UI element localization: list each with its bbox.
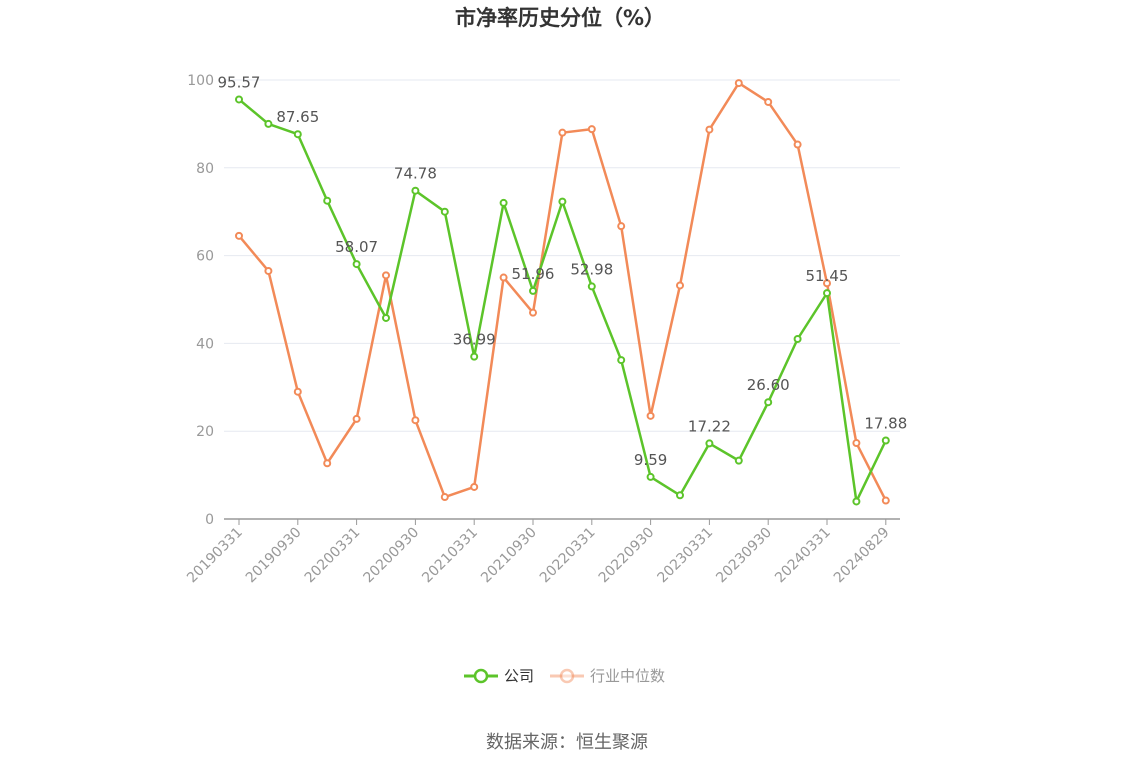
x-tick-label: 20210331 [419, 525, 481, 587]
data-label: 51.96 [512, 265, 555, 283]
data-point[interactable] [440, 493, 449, 502]
grid [224, 79, 900, 432]
x-tick-label: 20230930 [713, 525, 775, 587]
data-point[interactable] [323, 459, 332, 468]
series-line [238, 98, 887, 503]
data-label: 51.45 [806, 267, 849, 285]
data-point[interactable] [499, 198, 508, 207]
data-label: 17.88 [864, 415, 907, 433]
data-label: 17.22 [688, 417, 731, 435]
y-tick-label: 60 [196, 249, 214, 265]
y-axis: 0 20 40 60 80 100 [187, 73, 214, 528]
data-point[interactable] [470, 482, 479, 491]
x-tick-label: 20200930 [361, 525, 423, 587]
data-point[interactable] [705, 439, 714, 448]
data-point[interactable] [470, 352, 479, 361]
series-company [235, 95, 890, 506]
x-tick-label: 20240331 [772, 525, 834, 587]
data-point[interactable] [852, 439, 861, 448]
data-point[interactable] [264, 119, 273, 128]
data-point[interactable] [529, 308, 537, 317]
data-point[interactable] [264, 266, 273, 275]
data-point[interactable] [764, 97, 773, 106]
data-point[interactable] [440, 207, 449, 216]
data-point[interactable] [793, 140, 802, 149]
plot-area [235, 79, 890, 506]
y-tick-label: 40 [196, 336, 214, 352]
data-point[interactable] [676, 281, 684, 290]
y-tick-label: 100 [187, 73, 214, 89]
x-tick-label: 20190930 [243, 525, 305, 587]
data-point[interactable] [293, 387, 302, 396]
data-point[interactable] [529, 286, 537, 295]
x-tick-label: 20240829 [831, 525, 893, 587]
data-point[interactable] [823, 279, 831, 288]
x-tick-label: 20200331 [302, 525, 364, 587]
data-point[interactable] [235, 95, 243, 104]
data-label: 9.59 [634, 451, 667, 469]
data-point[interactable] [411, 416, 420, 425]
x-tick-label: 20220331 [537, 525, 599, 587]
source-note: 数据来源：恒生聚源 [486, 732, 648, 753]
x-tick-label: 20210930 [478, 525, 540, 587]
legend-marker-dot [559, 668, 575, 684]
legend-label: 公司 [504, 667, 534, 685]
data-point[interactable] [235, 231, 243, 240]
data-label: 95.57 [218, 73, 261, 91]
data-point[interactable] [382, 271, 390, 280]
data-point[interactable] [764, 398, 773, 407]
data-point[interactable] [823, 289, 831, 298]
data-point[interactable] [323, 196, 332, 205]
data-label: 74.78 [394, 165, 437, 183]
series-line [238, 81, 887, 502]
y-tick-label: 0 [205, 512, 214, 528]
data-label: 58.07 [335, 238, 378, 256]
data-label: 26.60 [747, 376, 790, 394]
legend-marker-dot [473, 668, 489, 684]
data-point[interactable] [587, 125, 596, 134]
data-point[interactable] [646, 472, 655, 481]
y-tick-label: 20 [196, 424, 214, 440]
data-point[interactable] [676, 491, 684, 500]
data-point[interactable] [382, 313, 390, 322]
data-point[interactable] [352, 414, 361, 423]
legend-item-industry-median[interactable]: 行业中位数 [550, 667, 665, 685]
legend: 公司 行业中位数 [464, 667, 665, 685]
legend-item-company[interactable]: 公司 [464, 667, 534, 685]
data-point[interactable] [352, 260, 361, 269]
data-point[interactable] [705, 125, 714, 134]
data-point[interactable] [881, 496, 890, 505]
data-label: 36.99 [453, 331, 496, 349]
x-axis: 2019033120190930202003312020093020210331… [184, 518, 900, 587]
series-industry-median [235, 79, 890, 505]
x-tick-label: 20230331 [655, 525, 717, 587]
data-point[interactable] [734, 79, 743, 88]
x-tick-label: 20190331 [184, 525, 246, 587]
legend-label: 行业中位数 [590, 667, 665, 685]
data-label: 87.65 [276, 108, 319, 126]
data-point[interactable] [852, 497, 861, 506]
data-point[interactable] [558, 128, 567, 137]
data-point[interactable] [881, 436, 890, 445]
data-point[interactable] [793, 335, 802, 344]
data-point[interactable] [499, 273, 508, 282]
data-point[interactable] [617, 356, 626, 365]
data-label: 52.98 [570, 260, 613, 278]
data-point[interactable] [587, 282, 596, 291]
data-point[interactable] [293, 130, 302, 139]
x-tick-label: 20220930 [596, 525, 658, 587]
data-point[interactable] [734, 456, 743, 465]
y-tick-label: 80 [196, 161, 214, 177]
data-point[interactable] [617, 222, 626, 231]
data-point[interactable] [646, 411, 655, 420]
data-labels: 95.57 87.65 58.07 74.78 36.99 51.96 52.98 9.59 1… [218, 73, 908, 468]
chart-title: 市净率历史分位（%） [455, 6, 665, 30]
data-point[interactable] [411, 186, 420, 195]
data-point[interactable] [558, 197, 567, 206]
